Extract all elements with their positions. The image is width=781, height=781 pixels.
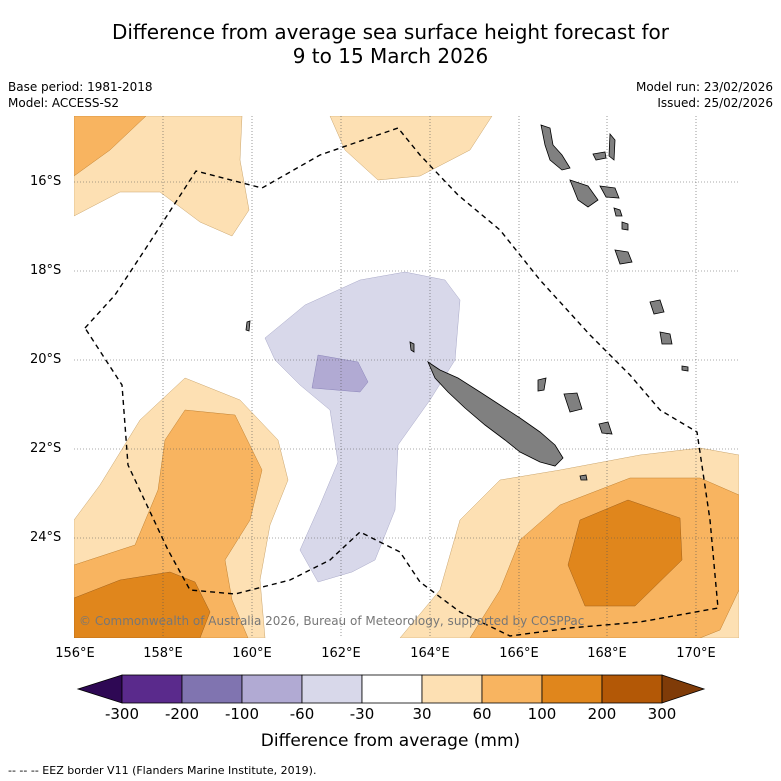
- anomaly-light-orange-nw: [74, 116, 250, 237]
- colorbar-swatch-5: [361, 674, 423, 704]
- anomaly-dark-orange-se: [567, 499, 683, 607]
- colorbar-label-6: 30: [412, 705, 432, 723]
- anomaly-dark-orange-sw: [74, 571, 211, 638]
- vanuatu-island-2: [569, 179, 599, 208]
- loyalty-island-4: [563, 392, 583, 413]
- colorbar-swatch-2: [181, 674, 243, 704]
- copyright-credit: © Commonwealth of Australia 2026, Bureau…: [79, 614, 585, 628]
- loyalty-island-1: [649, 299, 665, 315]
- eez-border: [84, 127, 719, 637]
- lat-label-22s: 22°S: [30, 441, 62, 456]
- lon-label-168e: 168°E: [587, 646, 627, 661]
- meta-left: Base period: 1981-2018 Model: ACCESS-S2: [8, 79, 153, 111]
- anomaly-purple-centre: [311, 354, 369, 393]
- colorbar-label-1: -300: [104, 705, 140, 723]
- lon-label-164e: 164°E: [410, 646, 450, 661]
- colorbar-swatch-6: [421, 674, 483, 704]
- lon-label-160e: 160°E: [232, 646, 272, 661]
- vanuatu-island-5: [599, 185, 620, 199]
- colorbar-label-5: -30: [349, 705, 375, 723]
- lat-label-20s: 20°S: [30, 352, 62, 367]
- chart-title-line2: 9 to 15 March 2026: [292, 44, 489, 68]
- lat-label-24s: 24°S: [30, 530, 62, 545]
- eez-legend: -- -- -- EEZ border V11 (Flanders Marine…: [8, 764, 317, 777]
- chart-title-line1: Difference from average sea surface heig…: [111, 20, 670, 44]
- colorbar-label-9: 200: [587, 705, 617, 723]
- loyalty-island-3: [681, 365, 689, 372]
- colorbar-title: Difference from average (mm): [260, 731, 521, 751]
- lon-label-170e: 170°E: [676, 646, 716, 661]
- issued-date: Issued: 25/02/2026: [657, 96, 773, 110]
- lon-label-156e: 156°E: [55, 646, 95, 661]
- gridlines: [74, 116, 739, 638]
- vanuatu-island-8: [614, 249, 633, 265]
- lon-label-162e: 162°E: [321, 646, 361, 661]
- meta-right: Model run: 23/02/2026 Issued: 25/02/2026: [636, 79, 773, 111]
- model-run: Model run: 23/02/2026: [635, 80, 773, 94]
- anomaly-light-orange-n: [329, 116, 493, 181]
- vanuatu-island-7: [621, 221, 629, 231]
- colorbar-swatch-7: [481, 674, 543, 704]
- colorbar-label-10: 300: [647, 705, 677, 723]
- colorbar-extend-max: [661, 674, 706, 704]
- belep-islet: [409, 341, 415, 353]
- lat-label-16s: 16°S: [30, 174, 62, 189]
- lon-label-158e: 158°E: [143, 646, 183, 661]
- vanuatu-island-6: [613, 207, 623, 217]
- colorbar-label-3: -100: [224, 705, 260, 723]
- colorbar-label-2: -200: [164, 705, 200, 723]
- colorbar-label-8: 100: [527, 705, 557, 723]
- colorbar-swatch-1: [121, 674, 183, 704]
- lon-label-166e: 166°E: [499, 646, 539, 661]
- map-area: [74, 116, 739, 638]
- colorbar-label-7: 60: [472, 705, 492, 723]
- loyalty-island-7: [579, 474, 588, 481]
- vanuatu-island-3: [592, 151, 607, 161]
- colorbar-swatch-4: [301, 674, 363, 704]
- base-period: Base period: 1981-2018: [8, 80, 153, 94]
- anomaly-orange-nw: [74, 116, 147, 177]
- colorbar-extend-min: [76, 674, 123, 704]
- lat-label-18s: 18°S: [30, 263, 62, 278]
- loyalty-island-2: [659, 331, 673, 345]
- colorbar-swatch-8: [541, 674, 603, 704]
- chesterfield-islet: [245, 320, 251, 332]
- colorbar-label-4: -60: [289, 705, 315, 723]
- colorbar: [76, 674, 706, 704]
- model-name: Model: ACCESS-S2: [8, 96, 120, 110]
- land-islands: [245, 124, 689, 481]
- loyalty-island-6: [537, 377, 547, 392]
- colorbar-swatch-3: [241, 674, 303, 704]
- vanuatu-island-4: [608, 132, 616, 161]
- new-caledonia-island: [427, 360, 564, 467]
- colorbar-swatch-9: [601, 674, 663, 704]
- vanuatu-island-1: [540, 124, 571, 171]
- loyalty-island-5: [598, 421, 613, 435]
